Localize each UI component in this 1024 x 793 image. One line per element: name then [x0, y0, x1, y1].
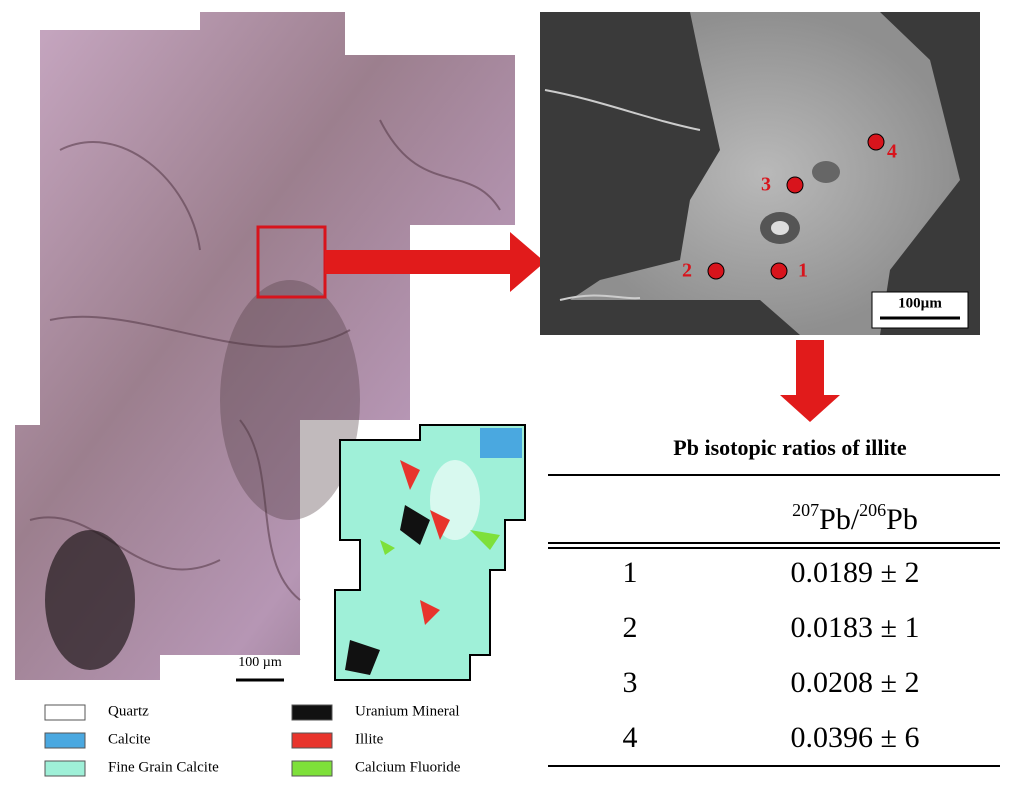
- legend-label: Illite: [355, 731, 384, 747]
- column-header: 207Pb/206Pb: [792, 500, 918, 536]
- legend-swatch: [291, 704, 333, 721]
- point-label: 3: [761, 174, 771, 196]
- table-cell: 4: [623, 721, 638, 754]
- point-label: 2: [682, 260, 692, 282]
- legend-swatch: [44, 760, 86, 777]
- table: Pb isotopic ratios of illite 207Pb/206Pb…: [548, 435, 1000, 767]
- legend: Quartz Calcite Fine Grain Calcite Uranium M…: [44, 703, 461, 777]
- arrow: [325, 232, 545, 292]
- legend-label: Calcite: [108, 731, 151, 747]
- table-cell: 0.0189 ± 2: [791, 556, 920, 589]
- scale-label: 100 µm: [238, 655, 282, 670]
- scale-label: 100µm: [898, 295, 942, 311]
- legend-label: Fine Grain Calcite: [108, 759, 219, 775]
- sem-image: 1 2 3 4 100µm: [540, 12, 980, 335]
- point-label: 4: [887, 141, 897, 163]
- table-cell: 0.0183 ± 1: [791, 611, 920, 644]
- legend-label: Quartz: [108, 703, 149, 719]
- arrow: [780, 340, 840, 422]
- legend-swatch: [44, 704, 86, 721]
- table-cell: 2: [623, 611, 638, 644]
- micrograph: 100 µm: [15, 12, 515, 682]
- legend-label: Calcium Fluoride: [355, 759, 461, 775]
- table-title: Pb isotopic ratios of illite: [673, 435, 907, 460]
- mineral-map: [334, 424, 526, 681]
- legend-label: Uranium Mineral: [355, 703, 460, 719]
- legend-swatch: [44, 732, 86, 749]
- table-cell: 3: [623, 666, 638, 699]
- point-label: 1: [798, 260, 808, 282]
- legend-swatch: [291, 732, 333, 749]
- legend-swatch: [291, 760, 333, 777]
- table-cell: 0.0396 ± 6: [791, 721, 920, 754]
- table-cell: 1: [623, 556, 638, 589]
- table-cell: 0.0208 ± 2: [791, 666, 920, 699]
